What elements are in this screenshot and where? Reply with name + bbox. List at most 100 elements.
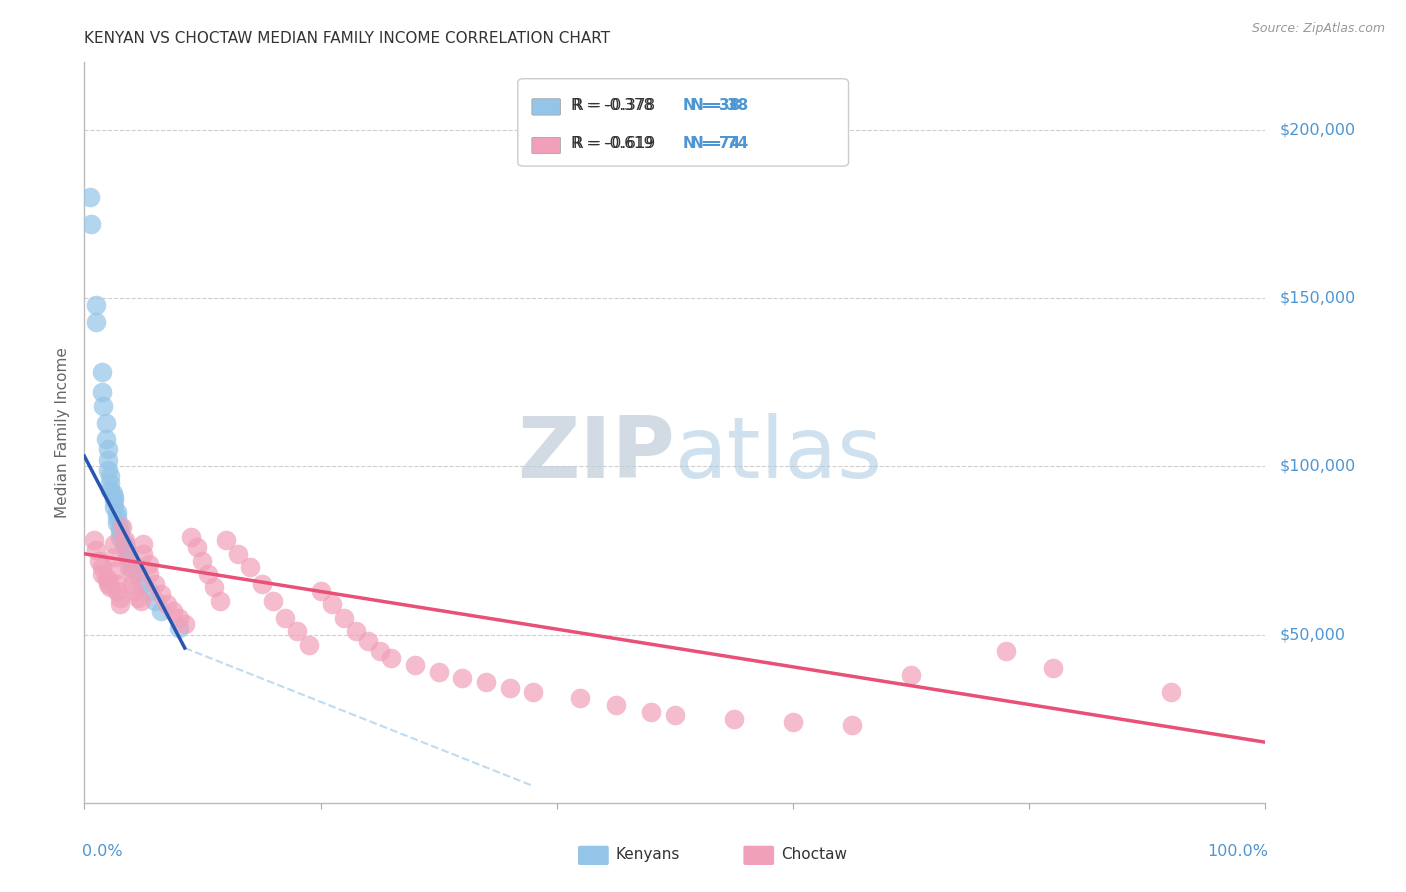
Point: [498, 681, 520, 696]
Point: [107, 583, 129, 598]
Point: [84, 543, 107, 558]
Point: [132, 577, 155, 591]
Point: [209, 594, 232, 608]
FancyBboxPatch shape: [531, 137, 561, 153]
Point: [108, 530, 131, 544]
Point: [368, 644, 391, 658]
Point: [132, 536, 155, 550]
Point: [122, 583, 145, 598]
Point: [98, 581, 121, 595]
Point: [841, 718, 863, 732]
FancyBboxPatch shape: [744, 846, 775, 865]
Point: [84, 298, 107, 312]
Point: [80, 217, 103, 231]
Point: [274, 610, 297, 624]
Point: [97, 574, 120, 588]
FancyBboxPatch shape: [531, 137, 561, 153]
Point: [97, 442, 120, 457]
Point: [103, 500, 125, 514]
Point: [127, 591, 149, 605]
Point: [664, 708, 686, 723]
Point: [121, 560, 143, 574]
Point: [143, 577, 166, 591]
Point: [605, 698, 627, 713]
Point: [321, 597, 343, 611]
Text: N = 74: N = 74: [683, 136, 741, 152]
Point: [226, 547, 249, 561]
Text: ZIP: ZIP: [517, 413, 675, 496]
Point: [451, 671, 474, 685]
Point: [118, 560, 141, 574]
Point: [114, 536, 136, 550]
Point: [114, 533, 136, 548]
Text: 100.0%: 100.0%: [1206, 844, 1268, 858]
Text: N = 38: N = 38: [692, 98, 748, 113]
Point: [83, 533, 105, 548]
Point: [103, 536, 125, 550]
Point: [285, 624, 308, 639]
Point: [569, 691, 592, 706]
Point: [475, 674, 498, 689]
Point: [167, 610, 190, 624]
Point: [138, 583, 160, 598]
FancyBboxPatch shape: [531, 99, 561, 115]
Point: [143, 594, 166, 608]
Point: [111, 520, 134, 534]
Point: [173, 617, 195, 632]
Point: [121, 557, 143, 571]
Point: [150, 604, 173, 618]
Point: [107, 577, 129, 591]
Point: [94, 433, 117, 447]
Point: [97, 452, 120, 467]
Text: Choctaw: Choctaw: [782, 847, 848, 863]
FancyBboxPatch shape: [578, 846, 609, 865]
Point: [215, 533, 238, 548]
FancyBboxPatch shape: [531, 99, 561, 115]
Point: [115, 550, 138, 565]
Text: KENYAN VS CHOCTAW MEDIAN FAMILY INCOME CORRELATION CHART: KENYAN VS CHOCTAW MEDIAN FAMILY INCOME C…: [84, 31, 610, 46]
Point: [101, 486, 124, 500]
Point: [404, 657, 426, 672]
Point: [91, 399, 114, 413]
Point: [107, 505, 129, 519]
Text: $200,000: $200,000: [1279, 122, 1355, 137]
Point: [107, 516, 129, 531]
Point: [91, 566, 114, 581]
Point: [103, 490, 125, 504]
Y-axis label: Median Family Income: Median Family Income: [55, 347, 70, 518]
Point: [111, 533, 134, 548]
Point: [91, 560, 114, 574]
Point: [97, 462, 120, 476]
Point: [239, 560, 262, 574]
Text: R = -0.619: R = -0.619: [571, 136, 664, 152]
Point: [640, 705, 662, 719]
Point: [782, 714, 804, 729]
Point: [180, 530, 202, 544]
Point: [202, 581, 225, 595]
Point: [900, 668, 922, 682]
Point: [522, 685, 544, 699]
Point: [1160, 685, 1182, 699]
Point: [79, 190, 101, 204]
Point: [723, 712, 745, 726]
Point: [1042, 661, 1064, 675]
Point: [191, 553, 214, 567]
Point: [250, 577, 273, 591]
Point: [262, 594, 284, 608]
Text: Source: ZipAtlas.com: Source: ZipAtlas.com: [1251, 22, 1385, 36]
Point: [103, 492, 125, 507]
Point: [138, 557, 160, 571]
Point: [97, 577, 120, 591]
Point: [162, 604, 184, 618]
Point: [108, 591, 131, 605]
Point: [344, 624, 367, 639]
Point: [129, 594, 152, 608]
Point: [84, 314, 107, 328]
Point: [156, 597, 179, 611]
Point: [132, 547, 155, 561]
Point: [150, 587, 173, 601]
Text: N = 74: N = 74: [692, 136, 748, 152]
Point: [98, 469, 121, 483]
Text: atlas: atlas: [675, 413, 883, 496]
Text: R = -0.619: R = -0.619: [574, 136, 655, 152]
